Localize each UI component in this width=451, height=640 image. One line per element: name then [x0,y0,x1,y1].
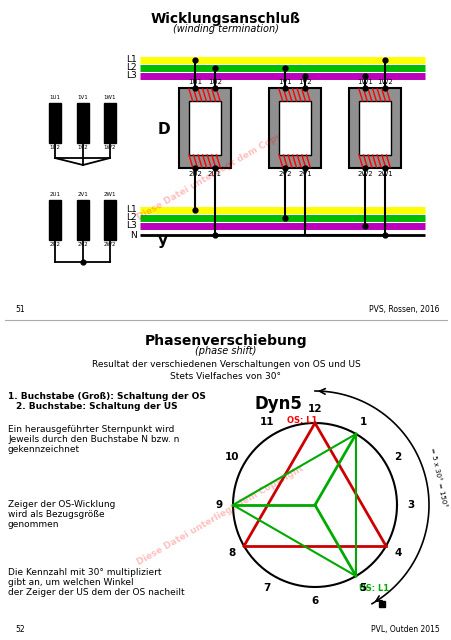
Text: 4: 4 [394,548,401,558]
Text: 9: 9 [215,500,222,510]
Bar [104,103,116,143]
Bar [189,101,221,155]
Text: 2W2: 2W2 [104,242,116,247]
Bar [77,103,89,143]
Text: (winding termination): (winding termination) [173,24,278,34]
Text: gibt an, um welchen Winkel: gibt an, um welchen Winkel [8,578,133,587]
Text: 1W2: 1W2 [376,79,392,85]
Text: 2W1: 2W1 [376,171,392,177]
Text: 2. Buchstabe: Schaltung der US: 2. Buchstabe: Schaltung der US [16,402,177,411]
Text: 2U2: 2U2 [50,242,60,247]
Bar [179,88,230,168]
Text: US: L1: US: L1 [358,584,388,593]
Text: 2U2: 2U2 [188,171,202,177]
Bar [77,200,89,240]
Text: 1W1: 1W1 [104,95,116,100]
Bar [49,103,61,143]
Text: Die Kennzahl mit 30° multipliziert: Die Kennzahl mit 30° multipliziert [8,568,161,577]
Text: 1U2: 1U2 [207,79,221,85]
Text: N: N [130,230,137,239]
Text: L2: L2 [126,63,137,72]
Text: L3: L3 [126,72,137,81]
Text: 8: 8 [228,548,235,558]
Bar [358,101,390,155]
Bar [278,101,310,155]
Text: 2W2: 2W2 [356,171,372,177]
Text: 10: 10 [224,452,239,462]
Text: 2W1: 2W1 [104,192,116,197]
Text: 5: 5 [359,583,366,593]
Text: 2U1: 2U1 [207,171,221,177]
Text: PVS, Rossen, 2016: PVS, Rossen, 2016 [368,305,439,314]
Text: 2U1: 2U1 [50,192,60,197]
Text: 1V2: 1V2 [298,79,311,85]
Text: L1: L1 [126,56,137,65]
Text: Zeiger der OS-Wicklung: Zeiger der OS-Wicklung [8,500,115,509]
Text: 1V1: 1V1 [78,95,88,100]
Text: OS: L1: OS: L1 [286,416,317,425]
Text: Diese Datei unterliegt dem Copyright: Diese Datei unterliegt dem Copyright [135,118,304,221]
Text: 11: 11 [259,417,274,427]
Text: 1W2: 1W2 [104,145,116,150]
Text: 51: 51 [15,305,24,314]
Text: 1U1: 1U1 [188,79,202,85]
Text: 2V2: 2V2 [78,242,88,247]
Text: 1U1: 1U1 [50,95,60,100]
Text: 2V1: 2V1 [298,171,311,177]
Text: 12: 12 [307,404,322,414]
Text: 3: 3 [406,500,414,510]
Text: y: y [158,232,168,248]
Text: = 5 x 30° = 150°: = 5 x 30° = 150° [428,447,447,508]
Text: 52: 52 [15,625,24,634]
Text: L2: L2 [126,214,137,223]
Text: 1W1: 1W1 [356,79,372,85]
Text: gekennzeichnet: gekennzeichnet [8,445,80,454]
Text: 1: 1 [359,417,366,427]
Text: Diese Datei unterliegt dem Copyright: Diese Datei unterliegt dem Copyright [135,463,304,566]
Bar [348,88,400,168]
Text: Resultat der verschiedenen Verschaltungen von OS und US: Resultat der verschiedenen Verschaltunge… [92,360,359,369]
Text: 2V1: 2V1 [78,192,88,197]
Bar [104,200,116,240]
Bar [268,88,320,168]
Text: Phasenverschiebung: Phasenverschiebung [144,334,307,348]
Text: D: D [158,122,170,138]
Bar [49,200,61,240]
Text: genommen: genommen [8,520,60,529]
Text: 1V2: 1V2 [78,145,88,150]
Text: (phase shift): (phase shift) [195,346,256,356]
Text: 1U2: 1U2 [50,145,60,150]
Text: 2: 2 [394,452,401,462]
Text: der Zeiger der US dem der OS nacheilt: der Zeiger der US dem der OS nacheilt [8,588,184,597]
Text: Stets Vielfaches von 30°: Stets Vielfaches von 30° [170,372,281,381]
Text: 1V1: 1V1 [277,79,291,85]
Text: 1. Buchstabe (Groß): Schaltung der OS: 1. Buchstabe (Groß): Schaltung der OS [8,392,205,401]
Text: Ein herausgeführter Sternpunkt wird: Ein herausgeführter Sternpunkt wird [8,425,174,434]
Text: Wicklungsanschluß: Wicklungsanschluß [151,12,300,26]
Text: wird als Bezugsgröße: wird als Bezugsgröße [8,510,104,519]
Text: L3: L3 [126,221,137,230]
Text: Jeweils durch den Buchstabe N bzw. n: Jeweils durch den Buchstabe N bzw. n [8,435,179,444]
Text: Dyn5: Dyn5 [254,395,302,413]
Text: 7: 7 [263,583,270,593]
Text: PVL, Outden 2015: PVL, Outden 2015 [370,625,439,634]
Text: L1: L1 [126,205,137,214]
Text: 2V2: 2V2 [278,171,291,177]
Text: 6: 6 [311,596,318,606]
